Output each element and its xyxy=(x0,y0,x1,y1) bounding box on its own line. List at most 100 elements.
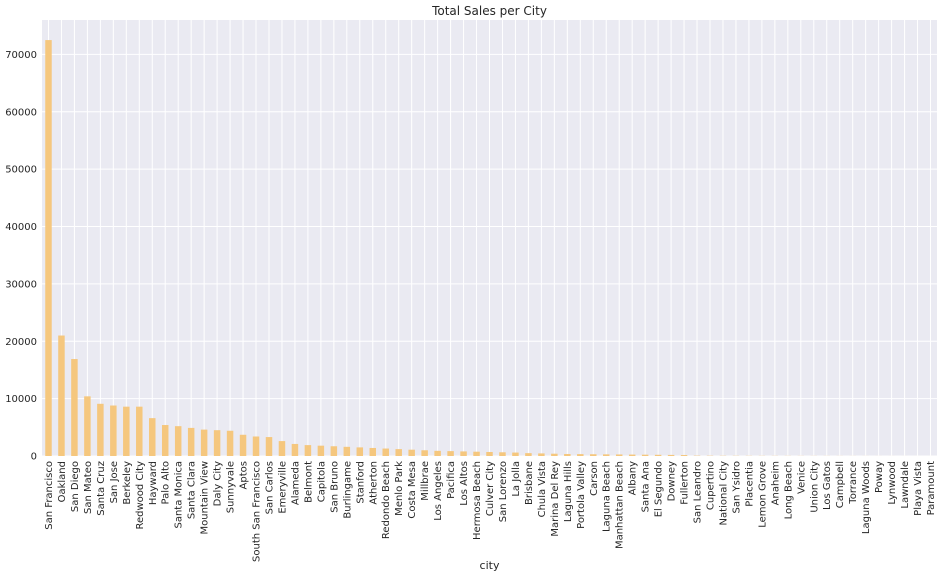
bar xyxy=(499,452,506,456)
x-tick-label: Atherton xyxy=(368,461,379,505)
x-tick-label: Santa Cruz xyxy=(96,461,107,516)
bar xyxy=(356,447,364,456)
bar xyxy=(278,441,286,456)
bar xyxy=(200,429,208,456)
x-tick-label: Long Beach xyxy=(783,461,794,519)
x-tick-label: Albany xyxy=(628,461,639,495)
bar xyxy=(512,452,519,456)
bar xyxy=(460,451,467,456)
y-tick-label: 40000 xyxy=(5,222,37,233)
x-tick-label: Santa Clara xyxy=(187,461,198,519)
x-tick-label: Belmont xyxy=(303,461,314,503)
x-tick-label: San Ysidro xyxy=(731,461,742,513)
bar xyxy=(174,426,182,456)
x-tick-label: San Bruno xyxy=(329,461,340,513)
bar xyxy=(213,430,221,456)
bar xyxy=(45,40,52,456)
x-tick-label: San Diego xyxy=(70,461,81,512)
bar xyxy=(628,454,636,456)
bar xyxy=(252,436,260,456)
x-tick-label: San Leandro xyxy=(693,461,704,523)
bar xyxy=(421,450,428,456)
x-axis-label: city xyxy=(480,559,500,572)
x-tick-label: Los Gatos xyxy=(822,461,833,510)
bar xyxy=(226,430,234,456)
bar xyxy=(667,454,675,456)
x-tick-label: Redwood City xyxy=(135,461,146,530)
bar xyxy=(84,396,91,456)
y-tick-labels: 0 10000 20000 30000 40000 50000 60000 70000 xyxy=(5,50,37,463)
x-tick-label: Torrance xyxy=(848,461,859,505)
x-tick-label: Marina Del Rey xyxy=(550,461,561,537)
x-tick-label: La Jolla xyxy=(511,461,522,497)
x-tick-label: Hermosa Beach xyxy=(472,461,483,540)
bar xyxy=(564,453,571,456)
x-tick-label: Los Altos xyxy=(459,461,470,506)
x-tick-label: Portola Valley xyxy=(576,461,587,529)
bar xyxy=(680,455,688,456)
x-tick-label: Paramount xyxy=(926,461,937,515)
x-tick-label: Los Angeles xyxy=(433,461,444,521)
x-tick-label: South San Francisco xyxy=(252,461,263,562)
x-tick-label: Berkeley xyxy=(122,461,133,505)
x-tick-label: Lawndale xyxy=(900,461,911,509)
bar xyxy=(382,448,389,456)
y-tick-label: 60000 xyxy=(5,107,37,118)
bar xyxy=(615,454,623,456)
x-tick-label: Santa Monica xyxy=(174,461,185,529)
x-tick-label: Oakland xyxy=(57,461,68,502)
x-tick-label: Capitola xyxy=(316,461,327,502)
bar xyxy=(97,403,104,456)
bar xyxy=(551,453,558,456)
x-tick-label: Alameda xyxy=(290,461,301,505)
y-tick-label: 0 xyxy=(31,452,37,463)
x-tick-label: San Francisco xyxy=(44,461,55,530)
x-tick-label: Chula Vista xyxy=(537,461,548,517)
bar xyxy=(590,454,597,456)
bar xyxy=(369,447,377,456)
x-tick-label: Lynwood xyxy=(887,461,898,505)
x-tick-label: Palo Alto xyxy=(161,461,172,504)
y-tick-label: 30000 xyxy=(5,279,37,290)
bar xyxy=(486,451,493,456)
x-tick-label: Venice xyxy=(796,461,807,494)
y-tick-label: 70000 xyxy=(5,50,37,61)
x-tick-label: Placentia xyxy=(744,461,755,507)
x-tick-label: Union City xyxy=(809,461,820,513)
x-tick-label: San Jose xyxy=(109,461,120,503)
x-tick-label: Downey xyxy=(667,461,678,501)
y-tick-label: 20000 xyxy=(5,337,37,348)
bar xyxy=(149,418,156,456)
bar xyxy=(434,450,441,456)
bar xyxy=(577,454,584,456)
x-tick-label: San Carlos xyxy=(264,461,275,514)
x-tick-label: Daly City xyxy=(213,461,224,506)
x-tick-label: Burlingame xyxy=(342,461,353,519)
bar xyxy=(317,445,325,456)
x-tick-label: Laguna Beach xyxy=(602,461,613,532)
bar xyxy=(473,451,480,456)
y-tick-label: 10000 xyxy=(5,394,37,405)
bars xyxy=(45,40,934,456)
bar xyxy=(525,453,532,456)
x-tick-label: Brisbane xyxy=(524,461,535,505)
x-tick-label: Sunnyvale xyxy=(226,461,237,513)
bar xyxy=(330,446,338,456)
bar xyxy=(187,427,195,456)
bar xyxy=(136,406,143,456)
x-tick-label: Millbrae xyxy=(420,461,431,501)
x-tick-label: Cupertino xyxy=(706,461,717,510)
x-tick-label: Culver City xyxy=(485,461,496,516)
x-tick-label: Costa Mesa xyxy=(407,461,418,519)
bar xyxy=(602,454,610,456)
bar xyxy=(395,449,402,456)
x-tick-label: San Mateo xyxy=(83,461,94,514)
x-tick-label: Poway xyxy=(874,461,885,493)
x-tick-label: San Lorenzo xyxy=(498,461,509,522)
y-tick-label: 50000 xyxy=(5,165,37,176)
bar xyxy=(239,434,247,456)
x-tick-label: Mountain View xyxy=(200,461,211,535)
x-tick-label: Lemon Grove xyxy=(757,461,768,528)
x-tick-label: Pacifica xyxy=(446,461,457,499)
